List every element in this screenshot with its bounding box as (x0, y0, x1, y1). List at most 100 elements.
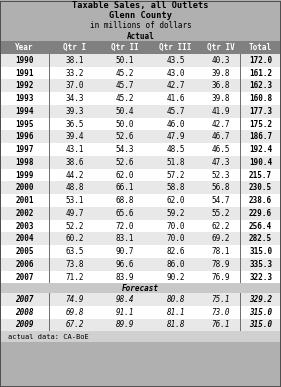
Bar (0, 79, 281, 92)
Text: 46.7: 46.7 (211, 132, 230, 141)
Text: 46.5: 46.5 (211, 145, 230, 154)
Text: 37.0: 37.0 (65, 81, 84, 90)
Text: 42.7: 42.7 (166, 81, 185, 90)
Text: 40.3: 40.3 (211, 56, 230, 65)
Text: 83.9: 83.9 (116, 272, 134, 282)
Text: 73.0: 73.0 (211, 308, 230, 317)
Text: 1997: 1997 (15, 145, 34, 154)
Bar (49, 207, 50, 220)
Text: 89.9: 89.9 (116, 320, 134, 329)
Text: 75.1: 75.1 (211, 295, 230, 304)
Text: 45.7: 45.7 (166, 107, 185, 116)
Bar (49, 306, 50, 319)
Text: 1991: 1991 (15, 68, 34, 77)
Bar (240, 118, 241, 130)
Text: 62.2: 62.2 (211, 222, 230, 231)
Text: 161.2: 161.2 (249, 68, 272, 77)
Bar (0, 194, 281, 207)
Text: 50.4: 50.4 (116, 107, 134, 116)
Text: 55.2: 55.2 (211, 209, 230, 218)
Bar (0, 105, 281, 118)
Bar (49, 156, 50, 169)
Text: 190.4: 190.4 (249, 158, 272, 167)
Bar (240, 130, 241, 143)
Bar (49, 118, 50, 130)
Text: 1996: 1996 (15, 132, 34, 141)
Text: 62.0: 62.0 (166, 196, 185, 205)
Text: 46.0: 46.0 (166, 120, 185, 128)
Bar (49, 293, 50, 306)
Bar (0, 118, 281, 130)
Text: 91.1: 91.1 (116, 308, 134, 317)
Bar (0, 41, 281, 54)
Bar (240, 245, 241, 258)
Text: 76.1: 76.1 (211, 320, 230, 329)
Text: Glenn County: Glenn County (109, 11, 172, 20)
Text: 56.8: 56.8 (211, 183, 230, 192)
Bar (240, 293, 241, 306)
Text: 43.1: 43.1 (65, 145, 84, 154)
Text: 54.7: 54.7 (211, 196, 230, 205)
Text: 83.1: 83.1 (116, 234, 134, 243)
Bar (0, 1, 281, 41)
Bar (0, 54, 281, 67)
Text: 2000: 2000 (15, 183, 34, 192)
Bar (0, 130, 281, 143)
Text: 39.8: 39.8 (211, 68, 230, 77)
Text: 38.6: 38.6 (65, 158, 84, 167)
Text: Total: Total (249, 43, 272, 52)
Bar (0, 283, 281, 284)
Bar (0, 271, 281, 283)
Bar (49, 105, 50, 118)
Text: 74.9: 74.9 (65, 295, 84, 304)
Text: 72.0: 72.0 (116, 222, 134, 231)
Text: 38.1: 38.1 (65, 56, 84, 65)
Text: 52.6: 52.6 (116, 132, 134, 141)
Text: 192.4: 192.4 (249, 145, 272, 154)
Bar (0, 220, 281, 233)
Bar (240, 207, 241, 220)
Bar (0, 207, 281, 220)
Text: 2009: 2009 (15, 320, 34, 329)
Text: 66.1: 66.1 (116, 183, 134, 192)
Text: 175.2: 175.2 (249, 120, 272, 128)
Bar (49, 182, 50, 194)
Text: 98.4: 98.4 (116, 295, 134, 304)
Bar (49, 220, 50, 233)
Text: 47.9: 47.9 (166, 132, 185, 141)
Text: 69.8: 69.8 (65, 308, 84, 317)
Text: 86.0: 86.0 (166, 260, 185, 269)
Text: 2008: 2008 (15, 308, 34, 317)
Bar (49, 194, 50, 207)
Text: 52.2: 52.2 (65, 222, 84, 231)
Text: 69.2: 69.2 (211, 234, 230, 243)
Text: 215.7: 215.7 (249, 171, 272, 180)
Text: 50.1: 50.1 (116, 56, 134, 65)
Text: 70.0: 70.0 (166, 234, 185, 243)
Text: 160.8: 160.8 (249, 94, 272, 103)
Text: 58.8: 58.8 (166, 183, 185, 192)
Text: 2004: 2004 (15, 234, 34, 243)
Text: 1995: 1995 (15, 120, 34, 128)
Text: 81.8: 81.8 (166, 320, 185, 329)
Bar (49, 143, 50, 156)
Text: actual data: CA-BoE: actual data: CA-BoE (8, 334, 89, 340)
Text: 53.1: 53.1 (65, 196, 84, 205)
Bar (240, 306, 241, 319)
Bar (0, 319, 281, 331)
Text: 315.0: 315.0 (249, 308, 272, 317)
Text: 80.8: 80.8 (166, 295, 185, 304)
Text: 34.3: 34.3 (65, 94, 84, 103)
Text: 230.5: 230.5 (249, 183, 272, 192)
Bar (49, 245, 50, 258)
Bar (49, 169, 50, 182)
Text: 238.6: 238.6 (249, 196, 272, 205)
Text: 315.0: 315.0 (249, 320, 272, 329)
Text: 42.7: 42.7 (211, 120, 230, 128)
Bar (240, 220, 241, 233)
Text: 1994: 1994 (15, 107, 34, 116)
Text: 1990: 1990 (15, 56, 34, 65)
Bar (49, 271, 50, 283)
Text: 2006: 2006 (15, 260, 34, 269)
Bar (49, 130, 50, 143)
